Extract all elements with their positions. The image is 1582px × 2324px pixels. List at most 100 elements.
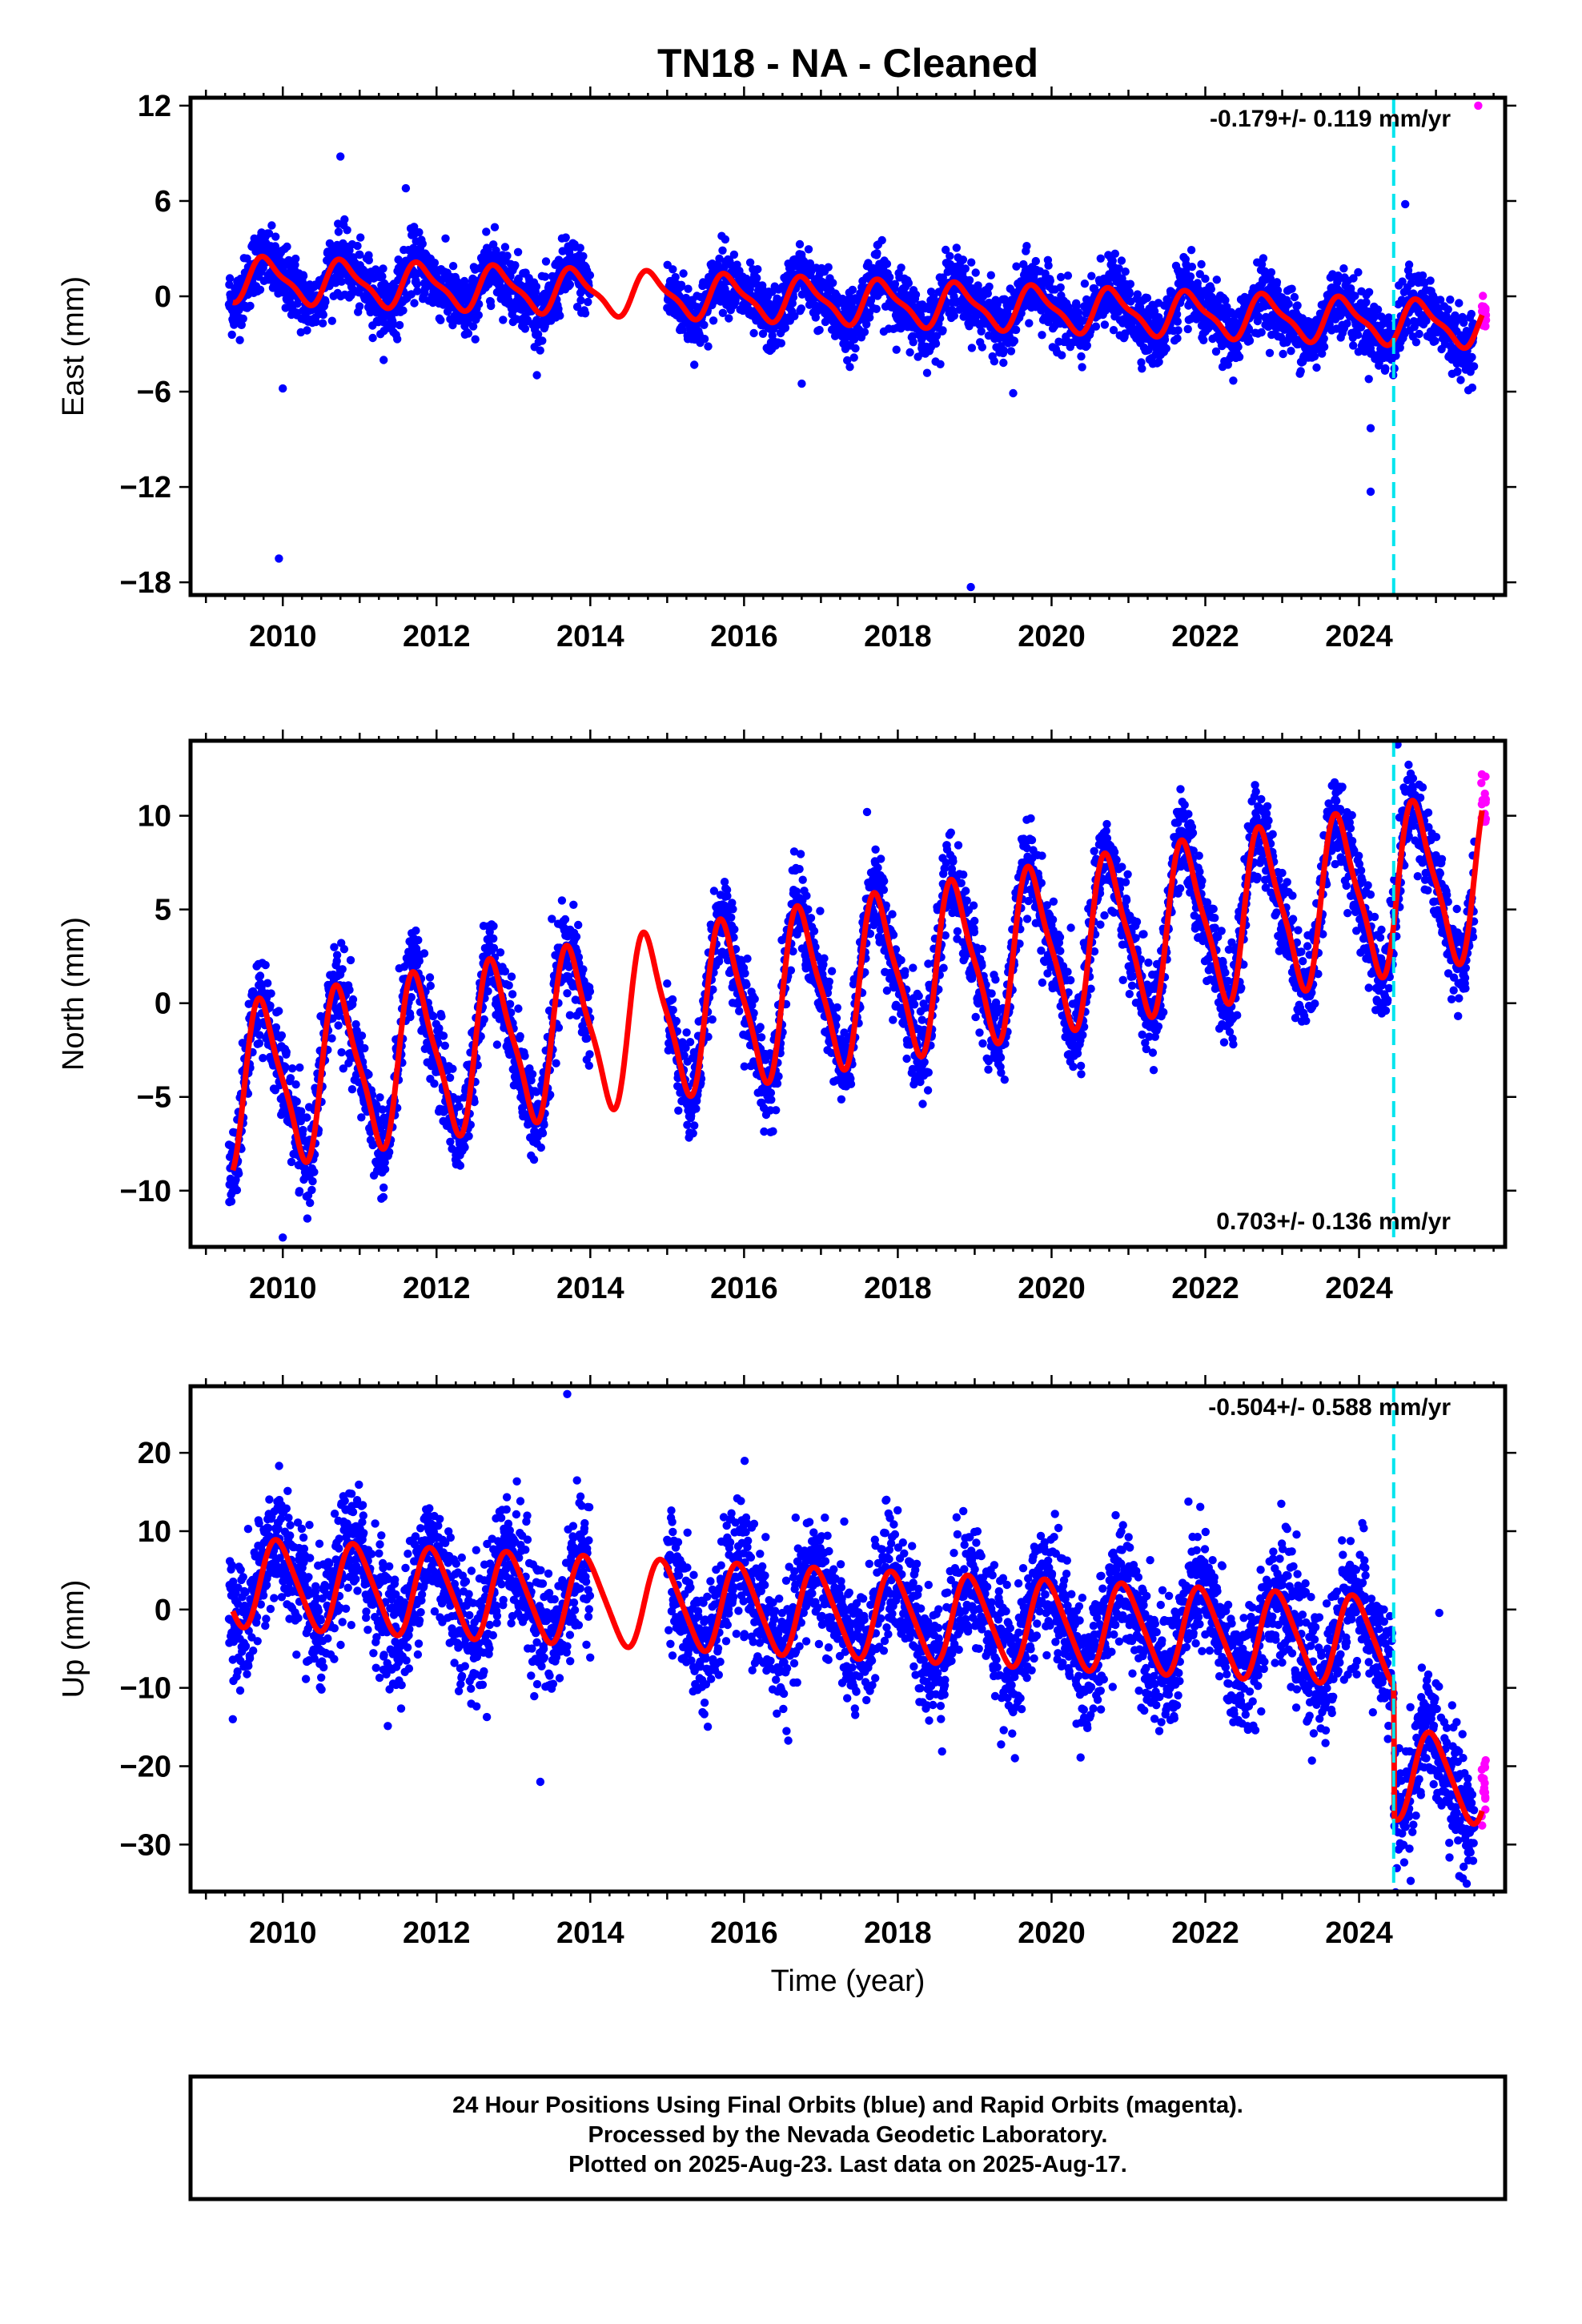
east-final-point — [892, 345, 901, 354]
east-final-point — [311, 317, 320, 327]
panel-north: 2010 2012 2014 2016 2018 2020 2022 20241050−5−1… — [57, 730, 1516, 1305]
east-final-point — [364, 255, 373, 265]
east-final-point — [1212, 275, 1222, 284]
east-final-point — [1259, 254, 1268, 263]
east-final-point — [1193, 279, 1203, 287]
east-final-point — [1121, 267, 1130, 276]
north-final-point — [425, 973, 435, 982]
north-final-point — [334, 1021, 343, 1030]
east-final-point — [983, 289, 993, 298]
east-outlier-point — [966, 582, 975, 592]
east-final-point — [931, 339, 941, 348]
east-final-point — [1267, 267, 1276, 277]
east-final-point — [797, 304, 805, 313]
north-plot-area — [224, 741, 1491, 1247]
east-final-point — [500, 243, 510, 251]
east-final-point — [471, 335, 480, 344]
east-final-point — [418, 239, 427, 248]
east-final-point — [1245, 336, 1255, 345]
north-final-point — [327, 1034, 336, 1043]
east-final-point — [271, 242, 279, 251]
east-final-point — [1469, 362, 1479, 371]
east-final-point — [227, 330, 236, 340]
east-final-point — [395, 320, 404, 330]
east-final-point — [1265, 348, 1275, 357]
north-final-point — [271, 1023, 281, 1032]
east-final-point — [958, 255, 968, 264]
east-final-point — [482, 227, 491, 236]
east-final-point — [946, 251, 954, 260]
east-final-point — [321, 297, 330, 307]
east-final-point — [985, 282, 994, 292]
east-final-point — [815, 325, 824, 335]
east-final-orbit-points — [224, 101, 1483, 592]
north-final-point — [263, 979, 272, 987]
east-final-point — [700, 335, 709, 344]
east-final-point — [388, 320, 398, 329]
north-final-point — [235, 1169, 243, 1178]
east-final-point — [399, 306, 408, 315]
east-final-point — [576, 243, 584, 252]
east-final-point — [1312, 363, 1321, 372]
north-final-point — [295, 1063, 304, 1072]
east-final-point — [499, 316, 508, 324]
north-final-point — [437, 1012, 446, 1021]
east-final-point — [1319, 334, 1328, 343]
east-final-point — [492, 246, 500, 255]
east-final-point — [1254, 312, 1263, 321]
east-rapid-point — [1479, 292, 1488, 300]
east-final-point — [1006, 347, 1016, 356]
east-final-point — [441, 234, 450, 243]
east-y-tick-label: −12 — [120, 471, 171, 505]
east-x-tick-label: 2016 — [710, 620, 778, 653]
east-final-point — [291, 254, 300, 263]
east-rate-annotation: -0.179+/- 0.119 mm/yr — [1210, 106, 1451, 132]
north-final-point — [332, 951, 342, 959]
east-final-point — [1201, 274, 1210, 283]
east-final-point — [1126, 279, 1135, 288]
chart-title: TN18 - NA - Cleaned — [657, 41, 1038, 86]
north-final-point — [430, 1080, 439, 1088]
east-final-point — [952, 243, 962, 252]
north-final-point — [295, 1187, 304, 1196]
east-final-point — [704, 342, 713, 351]
north-final-point — [310, 1168, 319, 1176]
east-final-point — [1063, 271, 1073, 280]
east-final-point — [1411, 338, 1421, 347]
east-final-point — [490, 223, 500, 231]
east-final-point — [246, 301, 255, 311]
east-final-point — [536, 346, 544, 355]
east-x-tick-label: 2024 — [1325, 620, 1393, 653]
east-final-point — [986, 271, 996, 279]
east-final-point — [235, 336, 244, 344]
east-final-point — [1056, 272, 1066, 282]
east-final-point — [413, 287, 422, 296]
north-final-point — [337, 1047, 346, 1057]
east-final-point — [579, 251, 588, 261]
east-final-point — [291, 260, 299, 269]
north-final-point — [406, 1012, 415, 1022]
north-final-point — [426, 981, 435, 991]
north-final-point — [255, 1039, 264, 1048]
east-outlier-point — [1474, 101, 1483, 111]
north-final-point — [456, 1161, 465, 1170]
east-final-point — [1296, 367, 1305, 376]
east-final-point — [1100, 320, 1110, 329]
east-final-point — [334, 227, 343, 236]
east-final-point — [580, 309, 590, 318]
east-final-point — [1229, 376, 1238, 385]
east-x-tick-label: 2022 — [1171, 620, 1239, 653]
north-final-point — [307, 1185, 316, 1195]
east-final-point — [971, 268, 980, 277]
east-final-point — [1173, 334, 1182, 343]
east-final-point — [255, 285, 265, 294]
east-final-point — [1293, 301, 1302, 310]
east-final-point — [1347, 284, 1355, 293]
north-final-point — [286, 1074, 295, 1083]
east-final-point — [303, 326, 311, 335]
east-final-point — [464, 329, 473, 338]
east-final-point — [961, 264, 970, 273]
east-final-point — [718, 246, 727, 255]
east-final-point — [532, 371, 541, 380]
east-final-point — [368, 333, 377, 343]
